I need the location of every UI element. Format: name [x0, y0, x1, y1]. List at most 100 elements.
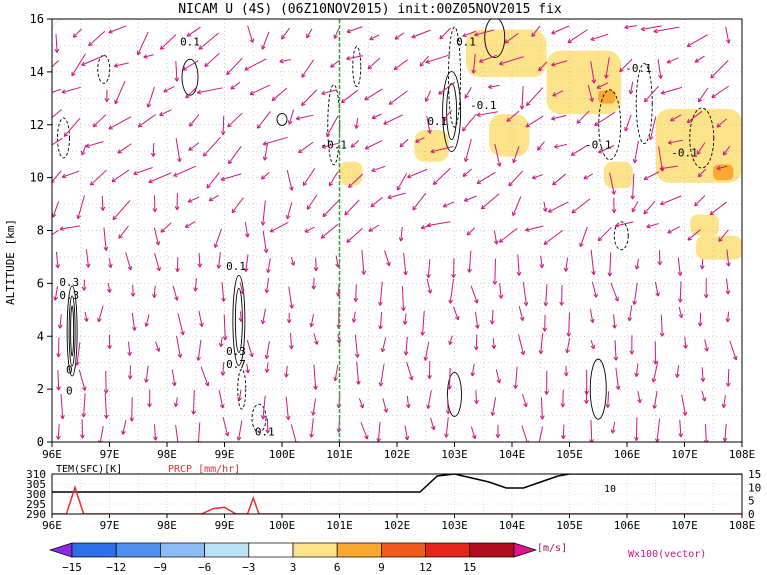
- wind-vector: [261, 31, 270, 50]
- wind-vector-head: [454, 315, 460, 321]
- surface-x-tick-label: 107E: [671, 519, 698, 532]
- wind-vector-head: [607, 272, 613, 277]
- wind-vector-head: [630, 195, 636, 200]
- x-tick-label: 101E: [326, 448, 353, 461]
- wind-vector-head: [648, 135, 654, 141]
- colorbar-segment: [425, 542, 471, 558]
- colorbar-segment: [336, 542, 382, 558]
- wind-vector: [163, 86, 175, 93]
- wind-vector-head: [148, 178, 153, 184]
- wind-vector-head: [193, 287, 198, 292]
- wind-vector-head: [249, 38, 255, 43]
- contour-label: -0.1: [671, 146, 698, 159]
- wind-vector: [596, 82, 609, 89]
- wind-vector: [445, 417, 449, 438]
- wind-vector-head: [694, 58, 700, 63]
- wind-vector: [143, 54, 154, 58]
- wind-vector: [471, 363, 475, 377]
- wind-vector: [192, 390, 195, 415]
- wind-vector: [567, 29, 588, 44]
- wind-vector: [247, 25, 254, 43]
- x-tick-label: 96E: [42, 448, 62, 461]
- wind-vector: [189, 114, 200, 127]
- wind-vector: [548, 201, 569, 213]
- wind-vector: [396, 173, 408, 191]
- wind-vector: [382, 398, 388, 413]
- wind-vector-head: [188, 122, 194, 127]
- wind-vector: [197, 87, 223, 94]
- wind-vector: [598, 145, 615, 154]
- wind-vector: [512, 196, 522, 216]
- x-tick-label: 105E: [556, 448, 583, 461]
- wind-vector: [313, 364, 317, 390]
- wind-vector-head: [542, 207, 548, 212]
- wind-vector: [361, 249, 365, 275]
- wind-vector: [727, 311, 730, 323]
- colorbar-segment: [292, 542, 338, 558]
- wind-vector: [379, 312, 383, 330]
- wind-vector-head: [637, 398, 642, 404]
- surface-x-tick-label: 96E: [42, 519, 62, 532]
- wind-vector-head: [632, 158, 638, 164]
- wind-vector: [605, 57, 610, 79]
- wind-vector-head: [464, 94, 469, 99]
- wind-vector-head: [499, 60, 504, 66]
- wind-vector: [262, 308, 267, 324]
- wind-vector-head: [388, 100, 394, 105]
- x-axis-ticks: 96E 97E 98E 99E 100E 101E 102E 103E 104E 105E 106E…: [42, 442, 755, 461]
- contour-label: 0.3: [226, 345, 246, 358]
- wind-vector-head: [462, 172, 468, 177]
- wind-vector: [108, 258, 112, 268]
- wind-vector-head: [204, 381, 210, 387]
- shaded-region: [563, 315, 650, 416]
- wind-vector: [245, 254, 249, 272]
- wind-vector-head: [163, 88, 168, 93]
- wind-vector-head: [610, 429, 616, 434]
- wind-vector-head: [129, 417, 135, 422]
- wind-vector: [729, 340, 737, 361]
- wind-vector-head: [306, 33, 311, 39]
- wind-vector: [310, 314, 315, 327]
- wind-vector: [114, 62, 129, 67]
- shaded-region: [52, 93, 300, 141]
- wind-vector: [78, 369, 86, 391]
- wind-vector: [264, 143, 269, 161]
- wind-vector-head: [531, 175, 537, 180]
- wind-vector-head: [697, 322, 703, 327]
- wind-vector-head: [619, 67, 624, 73]
- wind-vector: [302, 168, 316, 186]
- wind-vector: [399, 138, 409, 148]
- wind-vector: [152, 142, 155, 157]
- wind-vector-head: [175, 268, 180, 273]
- wind-vector-head: [152, 293, 157, 298]
- wind-vector: [684, 336, 687, 349]
- wind-vector: [330, 59, 340, 68]
- wind-vector-head: [289, 186, 294, 191]
- wind-vector-head: [716, 165, 721, 171]
- wind-vector: [552, 90, 564, 97]
- wind-vector: [571, 198, 591, 214]
- wind-vector-head: [551, 30, 556, 35]
- wind-vector-head: [287, 120, 293, 125]
- wind-vector: [632, 173, 635, 200]
- wind-vector-head: [523, 402, 528, 408]
- wind-vector-head: [239, 289, 245, 295]
- wind-vector: [172, 285, 178, 301]
- wind-vector-head: [716, 123, 722, 128]
- wind-vector-head: [311, 285, 317, 290]
- wind-vector: [404, 313, 407, 325]
- wind-vector-head: [590, 344, 596, 350]
- wind-vector-head: [243, 267, 249, 272]
- wind-vector: [724, 423, 727, 442]
- wind-vector-head: [262, 141, 268, 146]
- wind-vector-head: [725, 318, 731, 323]
- wind-vector-head: [627, 316, 633, 322]
- wind-vector-head: [367, 64, 373, 70]
- wind-vector: [175, 425, 179, 442]
- left-axis-tick-label: 305: [26, 478, 46, 491]
- wind-vector: [633, 282, 638, 305]
- wind-vector-head: [677, 298, 683, 303]
- colorbar-segment: [204, 542, 250, 558]
- wind-vector: [646, 223, 659, 228]
- wind-vector: [514, 366, 518, 389]
